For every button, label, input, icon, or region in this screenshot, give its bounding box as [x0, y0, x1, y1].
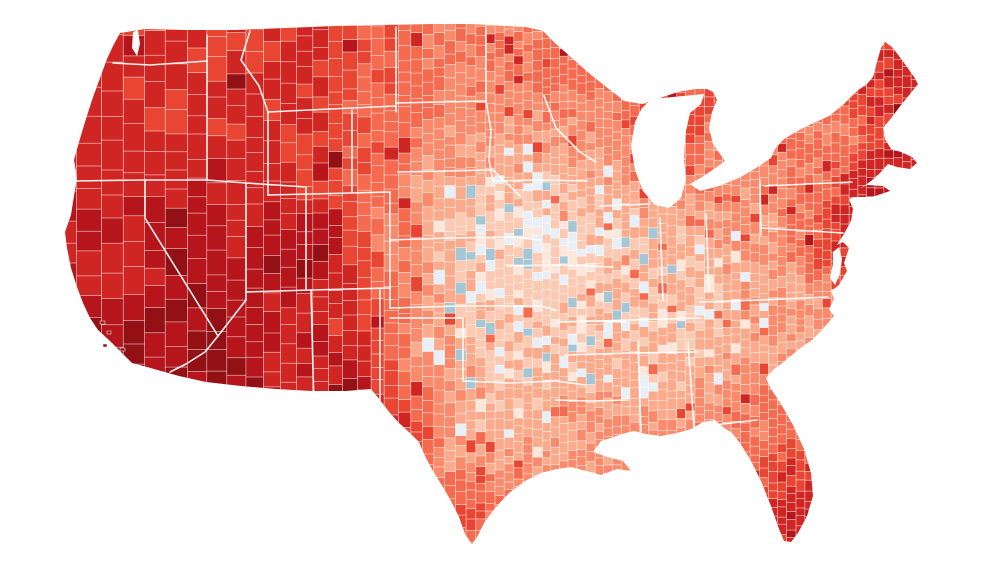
- lake-michigan: [631, 94, 704, 208]
- county-mosaic: [65, 24, 918, 544]
- puget-sound: [132, 30, 140, 56]
- state-borders: [71, 26, 853, 433]
- chesapeake-bay: [830, 247, 842, 285]
- channel-island-3: [102, 343, 108, 348]
- channel-island-1: [99, 320, 106, 325]
- channel-island-4: [119, 347, 126, 352]
- channel-island-2: [106, 330, 112, 335]
